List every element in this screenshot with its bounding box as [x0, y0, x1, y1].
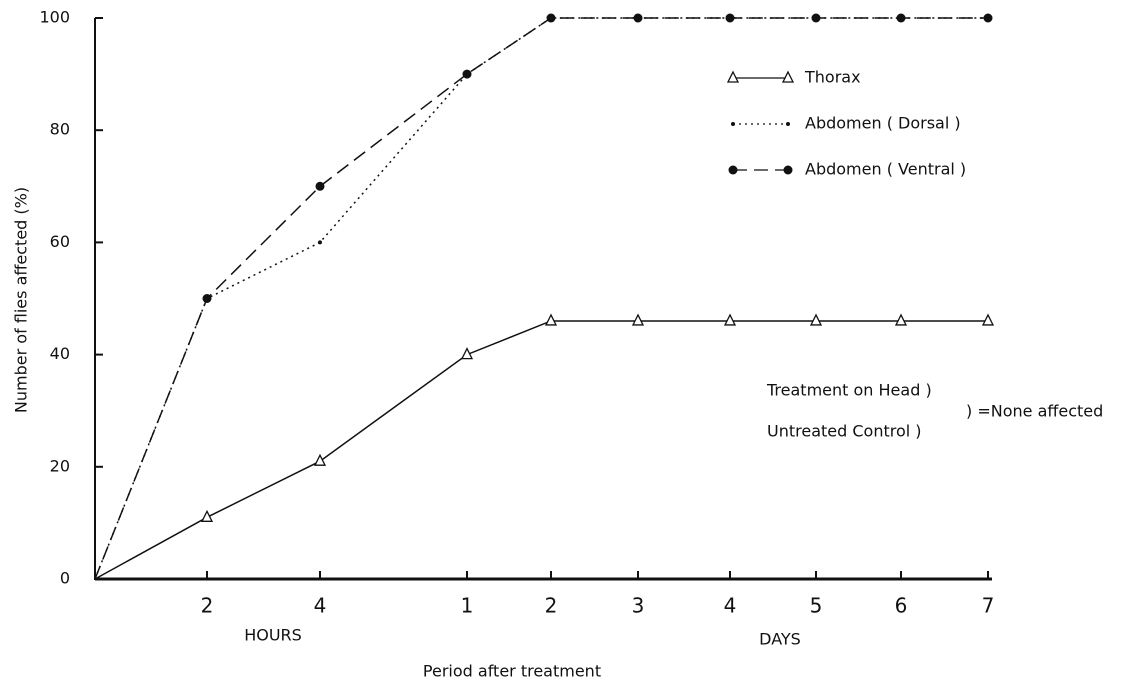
- marker: [313, 453, 327, 466]
- marker: [631, 313, 645, 326]
- x-tick-label: 2: [545, 594, 558, 618]
- marker: [723, 313, 737, 326]
- x-tick-label: 2: [201, 594, 214, 618]
- series-line: [94, 17, 988, 580]
- marker: [896, 13, 906, 23]
- x-tick-label: 6: [895, 594, 908, 618]
- legend-marker: [781, 70, 795, 83]
- marker: [809, 313, 823, 326]
- legend-marker: [783, 165, 793, 175]
- legend-marker: [728, 165, 738, 175]
- y-tick-label: 20: [50, 456, 70, 475]
- y-tick-label: 80: [50, 120, 70, 139]
- marker: [318, 240, 322, 245]
- marker: [544, 313, 558, 326]
- annotation: Untreated Control ): [767, 422, 922, 441]
- x-tick-label: 3: [632, 594, 645, 618]
- x-tick-label: 4: [314, 594, 327, 618]
- x-tick-label: 4: [724, 594, 737, 618]
- legend-marker: [786, 122, 790, 126]
- annotation: Treatment on Head ): [766, 381, 932, 400]
- legend-label: Abdomen ( Dorsal ): [805, 114, 961, 133]
- x-group-label: HOURS: [244, 626, 302, 645]
- series-line: [94, 17, 988, 580]
- y-tick-label: 100: [39, 8, 70, 27]
- x-tick-label: 5: [810, 594, 823, 618]
- x-axis-label: Period after treatment: [423, 662, 601, 681]
- marker: [725, 13, 735, 23]
- y-tick-label: 0: [60, 569, 70, 588]
- marker: [546, 13, 556, 23]
- annotation: ) =None affected: [966, 402, 1103, 421]
- y-axis-label: Number of flies affected (%): [12, 187, 31, 413]
- marker: [315, 181, 325, 191]
- marker: [983, 13, 993, 23]
- marker: [460, 347, 474, 360]
- x-tick-label: 7: [982, 594, 995, 618]
- legend-label: Thorax: [804, 68, 861, 87]
- marker: [200, 509, 214, 522]
- marker: [633, 13, 643, 23]
- series-line: [94, 320, 988, 580]
- legend-label: Abdomen ( Ventral ): [805, 160, 966, 179]
- y-tick-label: 40: [50, 344, 70, 363]
- marker: [202, 294, 212, 303]
- y-tick-label: 60: [50, 232, 70, 251]
- marker: [462, 69, 472, 79]
- marker: [981, 313, 995, 326]
- marker: [894, 313, 908, 326]
- legend-marker: [726, 70, 740, 83]
- marker: [811, 13, 821, 23]
- x-group-label: DAYS: [759, 630, 801, 649]
- x-tick-label: 1: [461, 594, 474, 618]
- legend-marker: [731, 122, 735, 126]
